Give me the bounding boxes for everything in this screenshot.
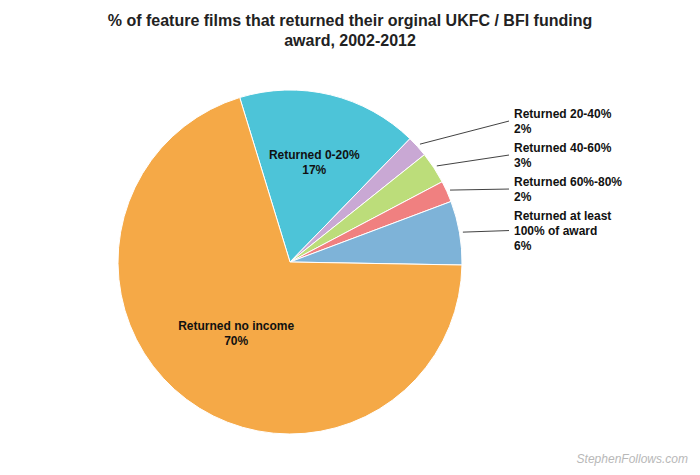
data-label: 2% bbox=[514, 190, 532, 204]
slice-label: Returned 60%-80% bbox=[514, 175, 622, 189]
pie-slice bbox=[290, 201, 462, 265]
leader-line bbox=[463, 231, 509, 233]
data-label: 6% bbox=[514, 239, 532, 253]
chart-svg: % of feature films that returned their o… bbox=[0, 0, 700, 475]
slice-label: Returned 40-60% bbox=[514, 141, 612, 155]
data-label: 17% bbox=[302, 163, 326, 177]
data-label: 2% bbox=[514, 122, 532, 136]
leader-line bbox=[437, 155, 509, 166]
data-label: 3% bbox=[514, 156, 532, 170]
slice-label: Returned no income bbox=[178, 319, 294, 333]
chart-container: % of feature films that returned their o… bbox=[0, 0, 700, 475]
pie-slice bbox=[118, 98, 462, 434]
slice-label: Returned at least100% of award bbox=[514, 209, 611, 238]
slice-label: Returned 0-20% bbox=[269, 148, 360, 162]
pie bbox=[118, 90, 462, 434]
labels: Returned 0-20%17% Returned no income70% Re… bbox=[178, 107, 622, 348]
leader-line bbox=[450, 189, 509, 190]
title: % of feature films that returned their o… bbox=[108, 12, 592, 49]
watermark: StephenFollows.com bbox=[577, 452, 688, 466]
leader-line bbox=[420, 121, 509, 144]
slice-label: Returned 20-40% bbox=[514, 107, 612, 121]
data-label: 70% bbox=[224, 334, 248, 348]
